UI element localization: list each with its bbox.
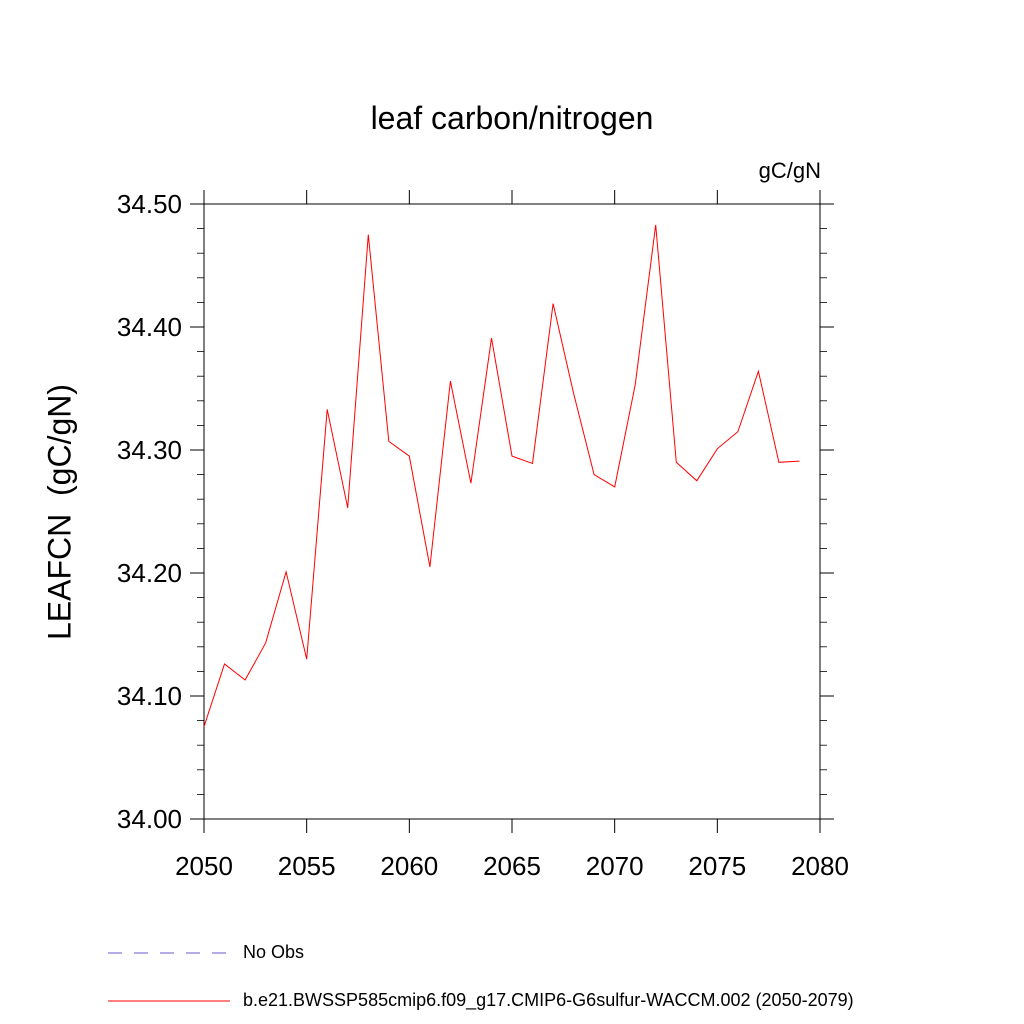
data-point: [408, 455, 411, 458]
x-tick-label: 2050: [175, 851, 233, 881]
x-tick-label: 2055: [278, 851, 336, 881]
data-point: [346, 506, 349, 509]
data-point: [695, 479, 698, 482]
data-point: [387, 440, 390, 443]
legend-label-no-obs: No Obs: [243, 942, 305, 962]
x-tick-label: 2080: [791, 851, 849, 881]
data-point: [449, 380, 452, 383]
data-point: [675, 461, 678, 464]
data-point: [634, 383, 637, 386]
data-point: [490, 337, 493, 340]
data-point: [736, 430, 739, 433]
y-tick-label: 34.10: [117, 681, 182, 711]
chart-title: leaf carbon/nitrogen: [370, 100, 654, 136]
y-tick-label: 34.00: [117, 804, 182, 834]
data-point: [285, 570, 288, 573]
data-point: [326, 408, 329, 411]
data-point: [572, 392, 575, 395]
data-point: [223, 663, 226, 666]
data-point: [654, 223, 657, 226]
plot-frame: [203, 203, 821, 820]
data-point: [716, 447, 719, 450]
data-point: [469, 482, 472, 485]
x-tick-label: 2075: [688, 851, 746, 881]
y-tick-label: 34.50: [117, 189, 182, 219]
series-line: [203, 224, 800, 727]
y-tick-label: 34.20: [117, 558, 182, 588]
data-point: [757, 370, 760, 373]
data-point: [305, 658, 308, 661]
data-point: [428, 565, 431, 568]
x-tick-label: 2070: [586, 851, 644, 881]
data-point: [531, 462, 534, 465]
legend-label-series: b.e21.BWSSP585cmip6.f09_g17.CMIP6-G6sulf…: [243, 990, 854, 1010]
data-point: [777, 461, 780, 464]
data-point: [203, 725, 206, 728]
data-point: [552, 302, 555, 305]
data-point: [798, 460, 801, 463]
x-tick-label: 2060: [380, 851, 438, 881]
units-label: gC/gN: [758, 158, 821, 183]
data-point: [367, 233, 370, 236]
x-tick-label: 2065: [483, 851, 541, 881]
data-point: [593, 473, 596, 476]
y-tick-label: 34.30: [117, 435, 182, 465]
data-point: [613, 485, 616, 488]
data-point: [511, 455, 514, 458]
data-point: [244, 679, 247, 682]
y-tick-label: 34.40: [117, 312, 182, 342]
data-point: [264, 642, 267, 645]
